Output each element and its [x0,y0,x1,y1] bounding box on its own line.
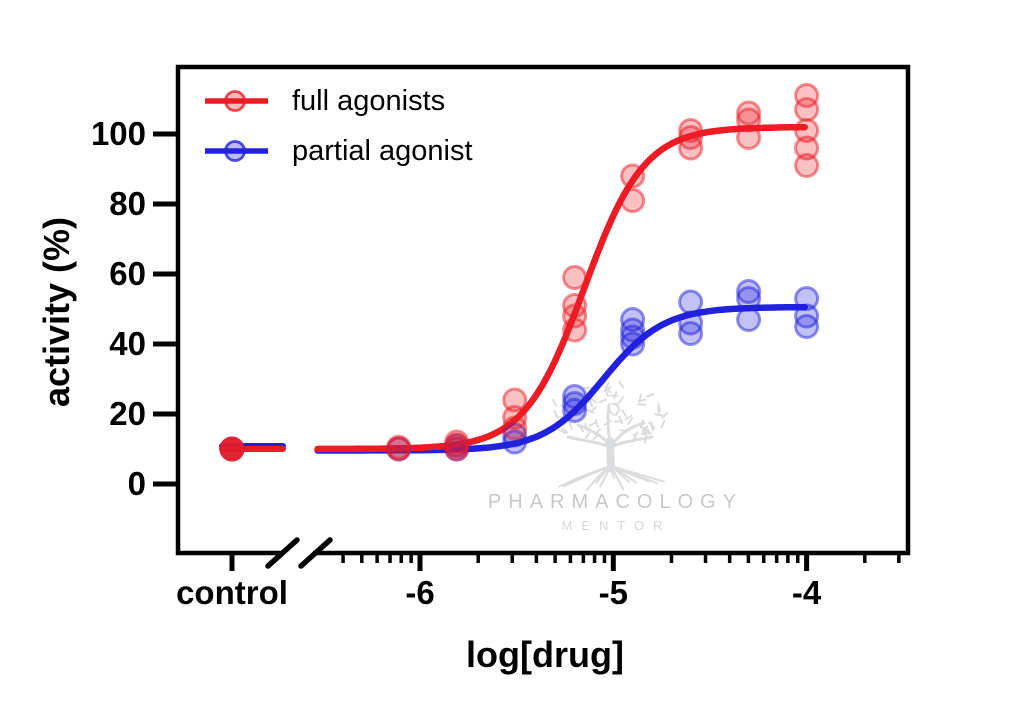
full-agonists-data-point [736,100,762,126]
full-agonists-data-point [678,118,704,143]
axis-break-slash-2 [298,537,333,569]
axis-break-gap [284,546,313,561]
full-agonists-data-point [678,135,704,161]
y-tick-label-0: 0 [128,465,146,502]
x-tick-label--4: -4 [792,574,822,611]
y-tick-label-100: 100 [91,115,146,152]
plot-frame [175,64,911,556]
watermark-brand: PHARMACOLOGY MENTOR [481,491,743,533]
partial-agonist-data-point [736,307,762,332]
partial-agonist-data-point [620,324,646,350]
full-agonists-data-point [620,188,646,213]
full-agonists-data-point [794,118,820,143]
legend-label-partial-agonist: partial agonist [292,134,473,167]
partial-agonist-data-point [794,286,820,311]
full-agonists-fit-curve [314,123,808,453]
full-agonists-data-point [620,163,646,189]
full-agonists-data-point [562,265,588,290]
y-axis-title: activity (%) [36,216,77,408]
full-agonists-data-point [386,436,412,462]
x-tick-label--6: -6 [405,574,434,611]
watermark-line2: MENTOR [561,518,672,533]
legend-label-full-agonists: full agonists [292,84,446,117]
watermark-line1: PHARMACOLOGY [487,491,744,513]
full-agonists-line-marker-icon [205,90,268,112]
full-agonists-data-point [794,153,820,178]
x-axis-title: log[drug] [466,634,624,675]
partial-agonist-data-point [794,314,820,339]
full-agonists-data-point [502,387,528,413]
full-agonists-data-point [794,97,820,122]
axis-break-slash-1 [265,537,300,569]
legend-item-partial-agonist: partial agonist [204,135,473,167]
y-tick-label-40: 40 [109,325,146,362]
legend: full agonists partial agonist [204,85,473,167]
x-tick-label--5: -5 [599,574,628,611]
watermark-tree-logo [551,381,669,491]
partial-agonist-data-point [736,286,762,311]
partial-agonist-data-point [736,279,762,304]
full-agonists-data-point [562,317,588,343]
full-agonists-data-point [736,107,762,133]
x-tick-label-control: control [176,574,288,611]
partial-agonist-data-point [502,422,528,448]
legend-item-full-agonists: full agonists [204,85,473,117]
partial-agonist-data-point [678,289,704,315]
full-agonists-data-point [736,125,762,150]
full-agonists-data-point [502,415,528,441]
partial-agonist-data-point [562,391,588,416]
partial-agonist-data-point [620,331,646,357]
full-agonists-data-point [444,436,470,462]
y-tick-label-80: 80 [109,185,146,222]
full-agonists-data-point [219,436,245,462]
y-tick-label-20: 20 [109,395,146,432]
full-agonists-data-point [794,135,820,161]
partial-agonist-data-point [678,321,704,346]
y-tick-label-60: 60 [109,255,146,292]
partial-agonist-line-marker-icon [205,140,268,162]
partial-agonist-data-point [562,398,588,423]
